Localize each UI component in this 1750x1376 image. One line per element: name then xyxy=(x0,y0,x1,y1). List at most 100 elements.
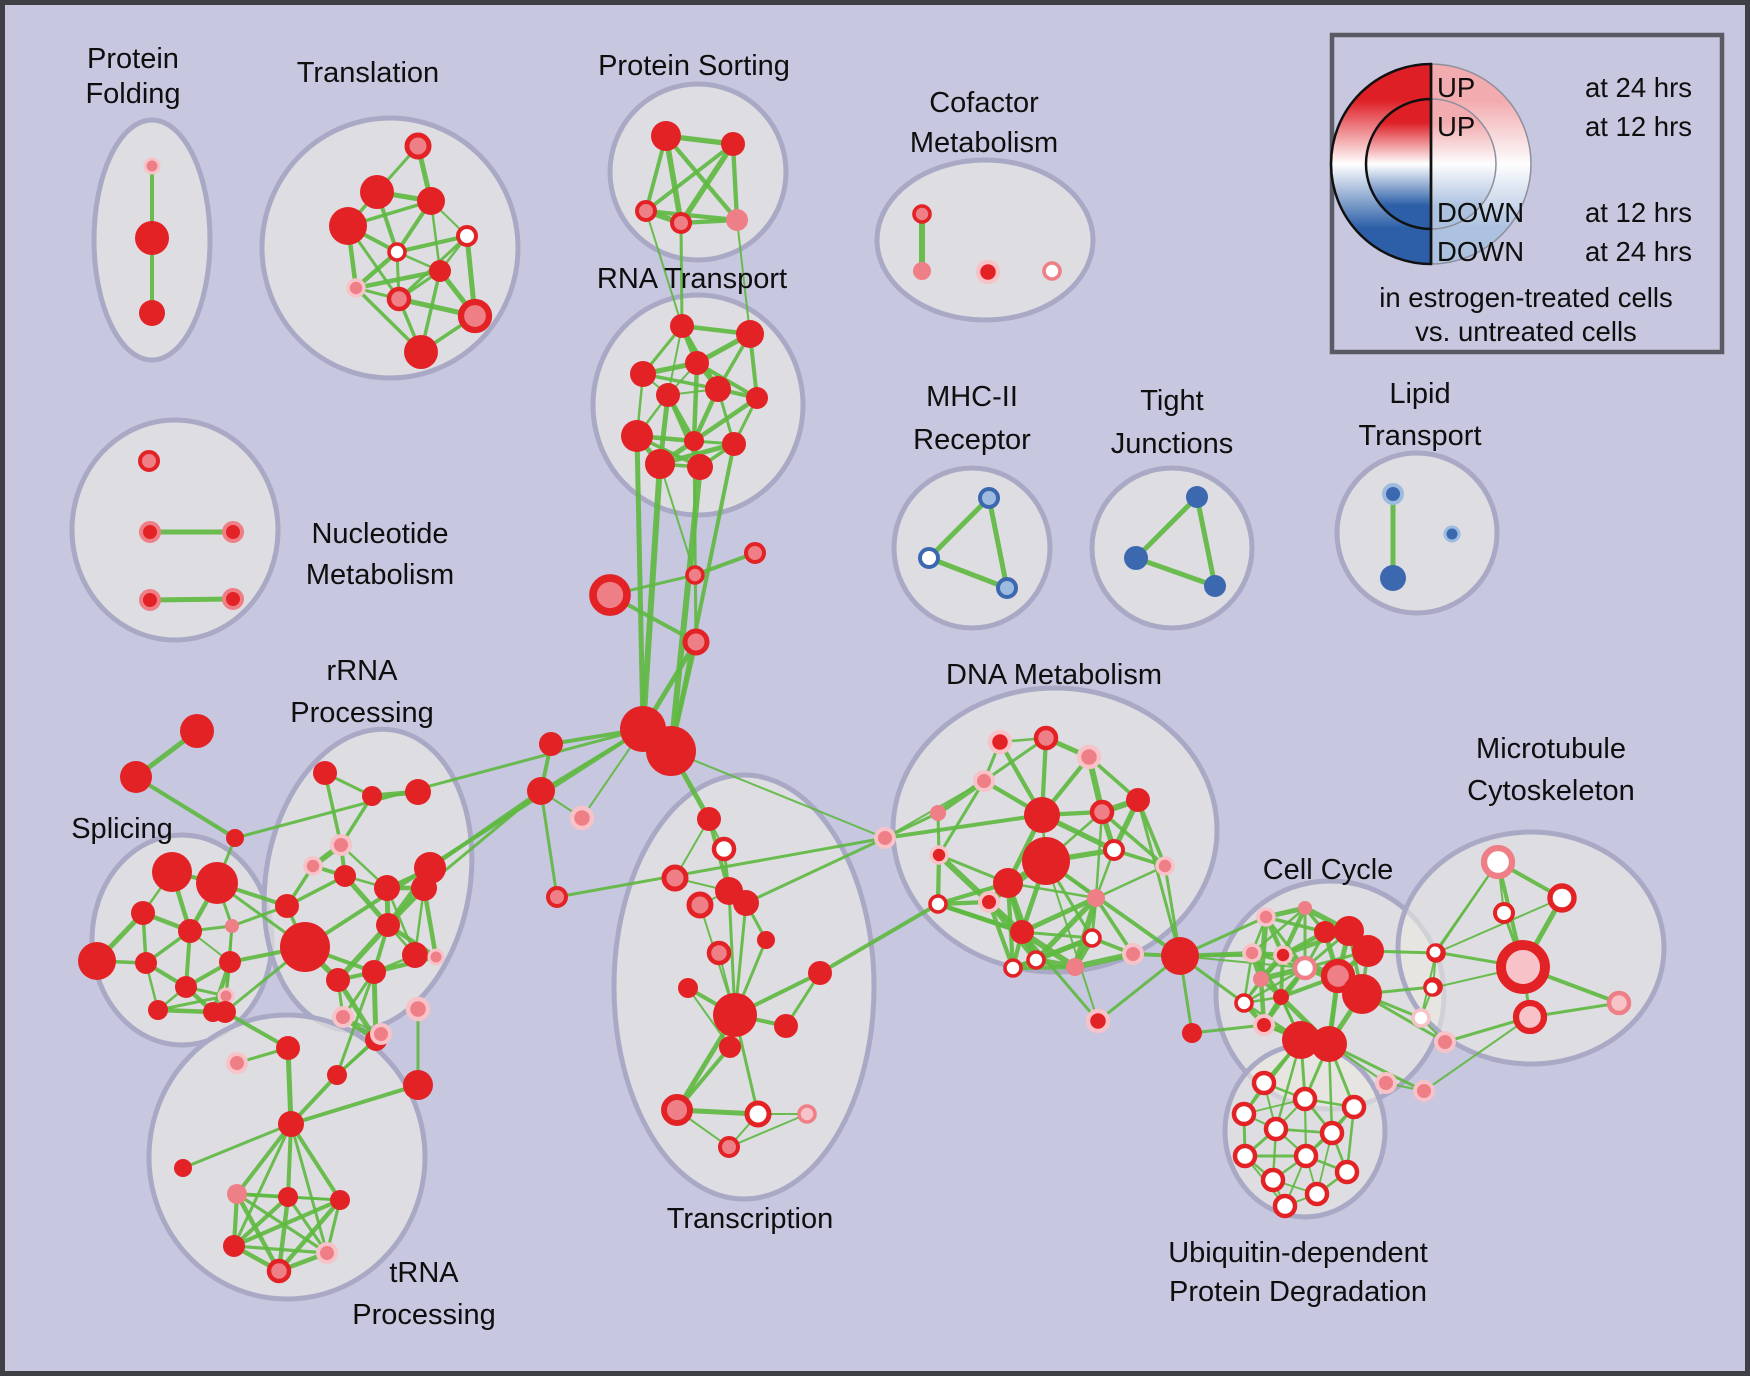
network-node xyxy=(1273,989,1289,1005)
network-node xyxy=(227,1184,247,1204)
network-node xyxy=(685,351,709,375)
network-node xyxy=(993,868,1023,898)
network-node xyxy=(1320,958,1356,994)
network-node xyxy=(1155,856,1175,876)
network-node xyxy=(670,212,692,234)
network-edge xyxy=(982,736,1048,783)
network-node xyxy=(918,547,940,569)
network-node xyxy=(1076,744,1102,770)
network-node xyxy=(1103,839,1125,861)
legend-time-label: at 12 hrs xyxy=(1585,197,1692,228)
network-edge xyxy=(670,750,886,839)
legend-direction-label: UP xyxy=(1437,111,1475,142)
network-node xyxy=(744,542,766,564)
network-node xyxy=(1124,546,1148,570)
network-node xyxy=(139,521,161,543)
network-node xyxy=(78,942,116,980)
network-edge xyxy=(289,1122,342,1202)
network-node xyxy=(266,1258,292,1284)
network-node xyxy=(278,1187,298,1207)
network-node xyxy=(334,865,356,887)
network-node xyxy=(589,574,631,616)
network-node xyxy=(1042,261,1062,281)
network-node xyxy=(362,786,382,806)
network-node xyxy=(569,805,595,831)
network-node xyxy=(330,1190,350,1210)
network-node xyxy=(1204,575,1226,597)
network-node xyxy=(1186,486,1208,508)
network-node xyxy=(1273,945,1293,965)
network-node xyxy=(226,1052,248,1074)
network-node xyxy=(1003,958,1023,978)
network-node xyxy=(174,1159,192,1177)
network-edge xyxy=(691,360,700,444)
cluster-label: Protein Sorting xyxy=(598,50,790,82)
network-edge xyxy=(147,596,236,603)
network-node xyxy=(1298,901,1312,915)
network-node xyxy=(706,940,732,966)
network-node xyxy=(143,157,161,175)
network-edge xyxy=(678,141,736,226)
network-edge xyxy=(1045,860,1099,1022)
network-node xyxy=(678,978,698,998)
network-node xyxy=(214,1001,236,1023)
network-node xyxy=(332,1006,354,1028)
legend-caption: vs. untreated cells xyxy=(1415,316,1637,347)
network-node xyxy=(1443,525,1461,543)
network-node xyxy=(1382,483,1404,505)
network-node xyxy=(682,628,710,656)
network-node xyxy=(226,829,244,847)
network-node xyxy=(152,852,192,892)
network-node xyxy=(1606,990,1632,1016)
network-node xyxy=(362,960,386,984)
network-node xyxy=(1547,883,1577,913)
network-edge xyxy=(232,1244,329,1255)
network-edge xyxy=(1194,494,1218,589)
network-node xyxy=(645,449,675,479)
network-node xyxy=(330,834,352,856)
network-node xyxy=(1272,1193,1298,1219)
network-node xyxy=(686,891,714,919)
network-node xyxy=(1375,1072,1397,1094)
network-node xyxy=(713,993,757,1037)
network-node xyxy=(1256,907,1276,927)
network-node xyxy=(527,777,555,805)
network-node xyxy=(1161,937,1199,975)
network-node xyxy=(1122,943,1144,965)
network-edge xyxy=(883,813,1044,840)
network-edge xyxy=(335,922,391,983)
network-node xyxy=(1413,1080,1435,1102)
network-node xyxy=(427,948,445,966)
legend-time-label: at 24 hrs xyxy=(1585,236,1692,267)
network-node xyxy=(1411,1008,1431,1028)
network-node xyxy=(223,1235,245,1257)
network-node xyxy=(1426,943,1444,961)
network-edge xyxy=(645,210,683,327)
network-node xyxy=(1260,1167,1286,1193)
network-node xyxy=(1026,950,1046,970)
network-node xyxy=(456,225,478,247)
network-node xyxy=(1082,928,1102,948)
network-node xyxy=(217,987,235,1005)
network-node xyxy=(370,1023,392,1045)
network-node xyxy=(661,864,689,892)
cluster-label: Protein Folding xyxy=(85,43,180,110)
network-node xyxy=(705,376,731,402)
network-node xyxy=(1253,971,1269,987)
network-node xyxy=(138,450,160,472)
network-node xyxy=(1232,1143,1258,1169)
cluster-label: tRNA Processing xyxy=(352,1257,495,1331)
cluster-label: RNA Transport xyxy=(597,263,787,295)
cluster-label: rRNA Processing xyxy=(290,655,433,729)
network-node xyxy=(1231,1101,1257,1127)
network-node xyxy=(719,1036,741,1058)
network-node xyxy=(1066,958,1084,976)
network-edge xyxy=(539,789,559,899)
legend-direction-label: DOWN xyxy=(1437,197,1524,228)
network-node xyxy=(139,589,161,611)
network-node xyxy=(1234,993,1254,1013)
network-node xyxy=(718,1136,740,1158)
